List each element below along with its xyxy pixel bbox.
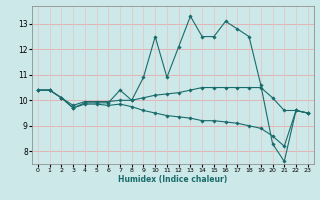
X-axis label: Humidex (Indice chaleur): Humidex (Indice chaleur) bbox=[118, 175, 228, 184]
